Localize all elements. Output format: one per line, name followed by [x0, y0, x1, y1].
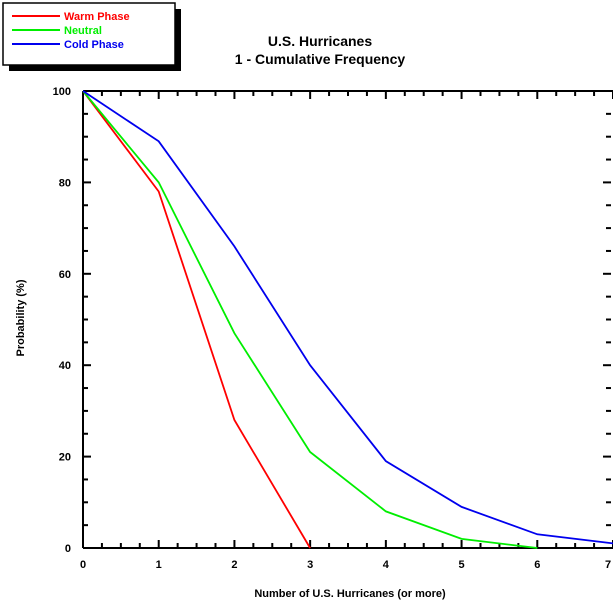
x-tick-label: 0 [80, 559, 86, 571]
cold-phase-series-line [82, 90, 613, 545]
legend-box [2, 2, 176, 66]
tick-labels: 0 1 2 3 4 5 6 7 0 20 40 60 80 100 [53, 86, 611, 571]
chart-title-line-1: U.S. Hurricanes [268, 33, 372, 49]
cold-phase-legend-label: Cold Phase [64, 39, 124, 51]
y-tick-label: 80 [59, 177, 71, 189]
x-tick-label: 7 [605, 559, 611, 571]
y-tick-label: 40 [59, 360, 71, 372]
y-tick-label: 100 [53, 86, 71, 98]
neutral-legend-label: Neutral [64, 25, 102, 37]
x-tick-label: 1 [156, 559, 162, 571]
x-tick-label: 6 [534, 559, 540, 571]
series-group [82, 90, 613, 549]
x-tick-label: 4 [383, 559, 390, 571]
x-axis-label: Number of U.S. Hurricanes (or more) [254, 588, 446, 600]
x-tick-label: 3 [307, 559, 313, 571]
axes [82, 90, 613, 549]
chart-title-line-2: 1 - Cumulative Frequency [235, 51, 406, 67]
y-axis-label: Probability (%) [15, 279, 27, 356]
y-tick-label: 20 [59, 452, 71, 464]
y-tick-label: 60 [59, 269, 71, 281]
warm-phase-series-line [82, 90, 311, 549]
y-tick-label: 0 [65, 543, 71, 555]
x-tick-label: 2 [231, 559, 237, 571]
x-tick-label: 5 [459, 559, 465, 571]
warm-phase-legend-label: Warm Phase [64, 11, 130, 23]
legend: Warm Phase Neutral Cold Phase [2, 2, 181, 71]
neutral-series-line [82, 90, 538, 549]
